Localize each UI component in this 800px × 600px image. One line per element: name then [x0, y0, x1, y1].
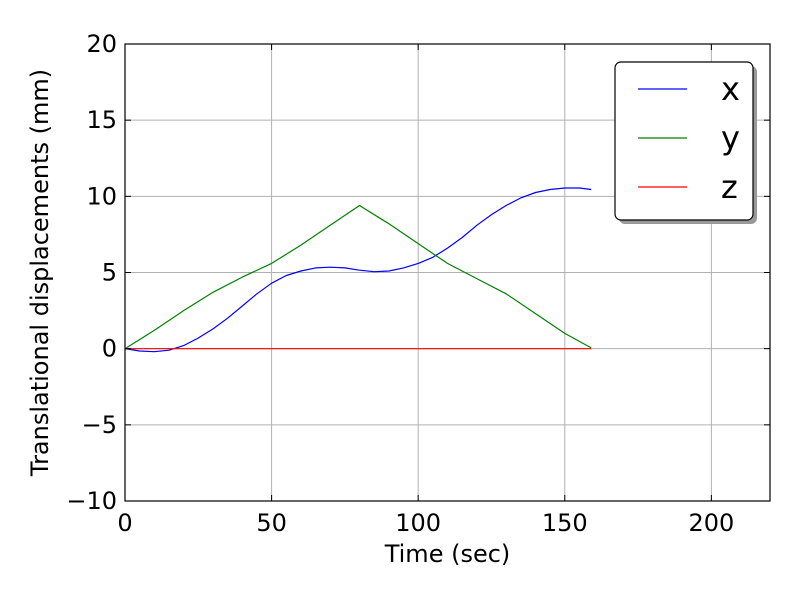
- y-tick-label: 20: [86, 30, 117, 58]
- series-y-line: [124, 204, 592, 350]
- axis-ticks: 0 50 100 150 200 −10 −5 0 5 10 15 20: [66, 30, 770, 537]
- y-tick-label: −5: [82, 411, 117, 439]
- legend-label-y: y: [721, 119, 740, 157]
- y-tick-label: 15: [86, 106, 117, 134]
- x-tick-label: 50: [256, 509, 287, 537]
- x-tick-label: 200: [688, 509, 734, 537]
- legend-label-z: z: [721, 168, 738, 206]
- y-tick-label: 10: [86, 182, 117, 210]
- y-tick-label: 0: [102, 335, 117, 363]
- plot-area: [124, 187, 592, 353]
- y-axis-label: Translational displacements (mm): [26, 69, 54, 477]
- x-tick-label: 150: [542, 509, 588, 537]
- legend-label-x: x: [721, 70, 740, 108]
- legend-box: [614, 61, 754, 221]
- x-tick-label: 100: [395, 509, 441, 537]
- y-tick-label: −10: [66, 487, 117, 515]
- x-axis-label: Time (sec): [384, 540, 511, 568]
- x-tick-label: 0: [117, 509, 132, 537]
- series-x-line: [124, 187, 592, 353]
- y-tick-label: 5: [102, 259, 117, 287]
- legend: xyz: [614, 61, 757, 224]
